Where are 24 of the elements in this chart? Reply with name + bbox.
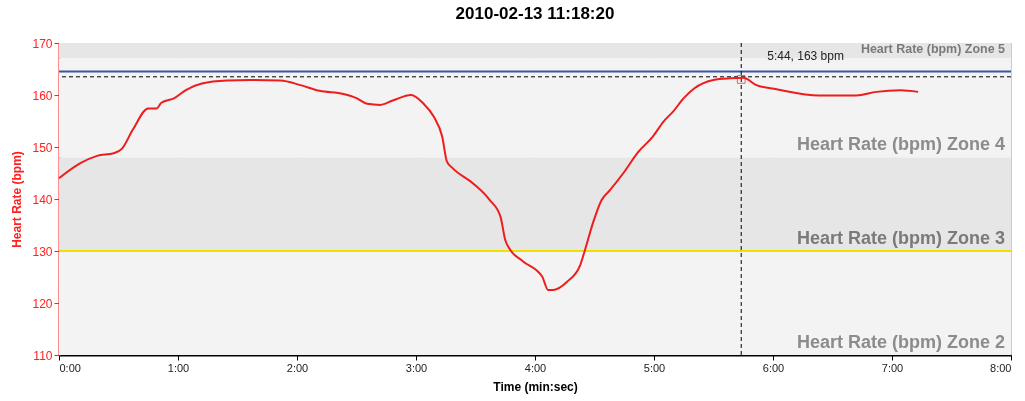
band-label: Heart Rate (bpm) Zone 2 bbox=[796, 332, 1005, 352]
band-label: Heart Rate (bpm) Zone 4 bbox=[796, 134, 1005, 155]
annotation: 5:44, 163 bpm bbox=[767, 49, 844, 64]
x-axis-title: Time (min:sec) bbox=[493, 379, 578, 394]
y-tick-label: 160 bbox=[32, 88, 53, 103]
x-tick-label: 7:00 bbox=[881, 361, 904, 374]
y-tick-label: 140 bbox=[32, 192, 53, 207]
x-tick-label: 2:00 bbox=[286, 361, 309, 374]
band-label: Heart Rate (bpm) Zone 3 bbox=[796, 228, 1005, 248]
y-tick-label: 170 bbox=[32, 36, 53, 51]
y-tick-label: 120 bbox=[32, 296, 53, 311]
x-tick-label: 8:00 bbox=[990, 361, 1012, 374]
x-tick-label: 3:00 bbox=[405, 361, 428, 374]
x-tick-label: 6:00 bbox=[762, 361, 785, 374]
band-label: Heart Rate (bpm) Zone 5 bbox=[860, 41, 1006, 56]
y-tick-label: 150 bbox=[32, 140, 53, 155]
x-tick-label: 0:00 bbox=[59, 361, 81, 374]
chart-title: 2010-02-13 11:18:20 bbox=[455, 4, 615, 23]
x-tick-label: 4:00 bbox=[524, 361, 547, 374]
y-axis-title: Heart Rate (bpm) bbox=[10, 151, 25, 248]
y-tick-label: 110 bbox=[33, 348, 53, 363]
y-tick-label: 130 bbox=[32, 244, 53, 259]
x-tick-label: 5:00 bbox=[643, 361, 666, 374]
x-tick-label: 1:00 bbox=[167, 361, 190, 374]
